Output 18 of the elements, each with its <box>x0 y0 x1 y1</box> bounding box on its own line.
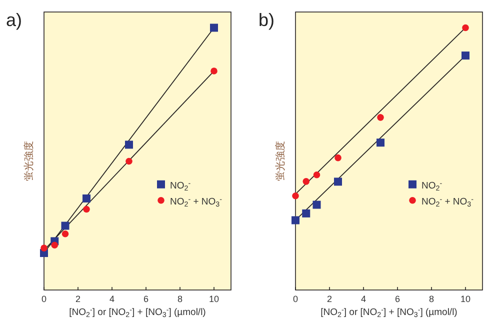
x-tick-label: 2 <box>75 294 81 304</box>
chart-title: a) <box>6 10 22 30</box>
x-tick-label: 6 <box>143 294 149 304</box>
text: [NO$_{2}$$^{-}$] or [NO$_{2}$$^{-}$] + [NO$_{3}$$^{-}$] (µmol/l) <box>69 306 206 319</box>
x-tick-label: 2 <box>326 294 332 304</box>
x-tick-label: 6 <box>394 294 400 304</box>
x-tick-label: 8 <box>177 294 183 304</box>
x-tick-label: 10 <box>460 294 471 304</box>
y-axis-title: 蛍光強度 <box>23 141 35 181</box>
x-tick-label: 4 <box>109 294 115 304</box>
x-tick-label: 0 <box>292 294 298 304</box>
x-tick-label: 10 <box>208 294 220 304</box>
x-tick-label: 8 <box>428 294 434 304</box>
chart-title: b) <box>258 10 275 30</box>
x-tick-label: 0 <box>41 294 47 304</box>
y-axis-title: 蛍光強度 <box>274 141 286 181</box>
text: [NO$_{2}$$^{-}$] or [NO$_{2}$$^{-}$] + [NO$_{3}$$^{-}$] (µmol/l) <box>320 306 458 319</box>
x-tick-label: 4 <box>360 294 366 304</box>
